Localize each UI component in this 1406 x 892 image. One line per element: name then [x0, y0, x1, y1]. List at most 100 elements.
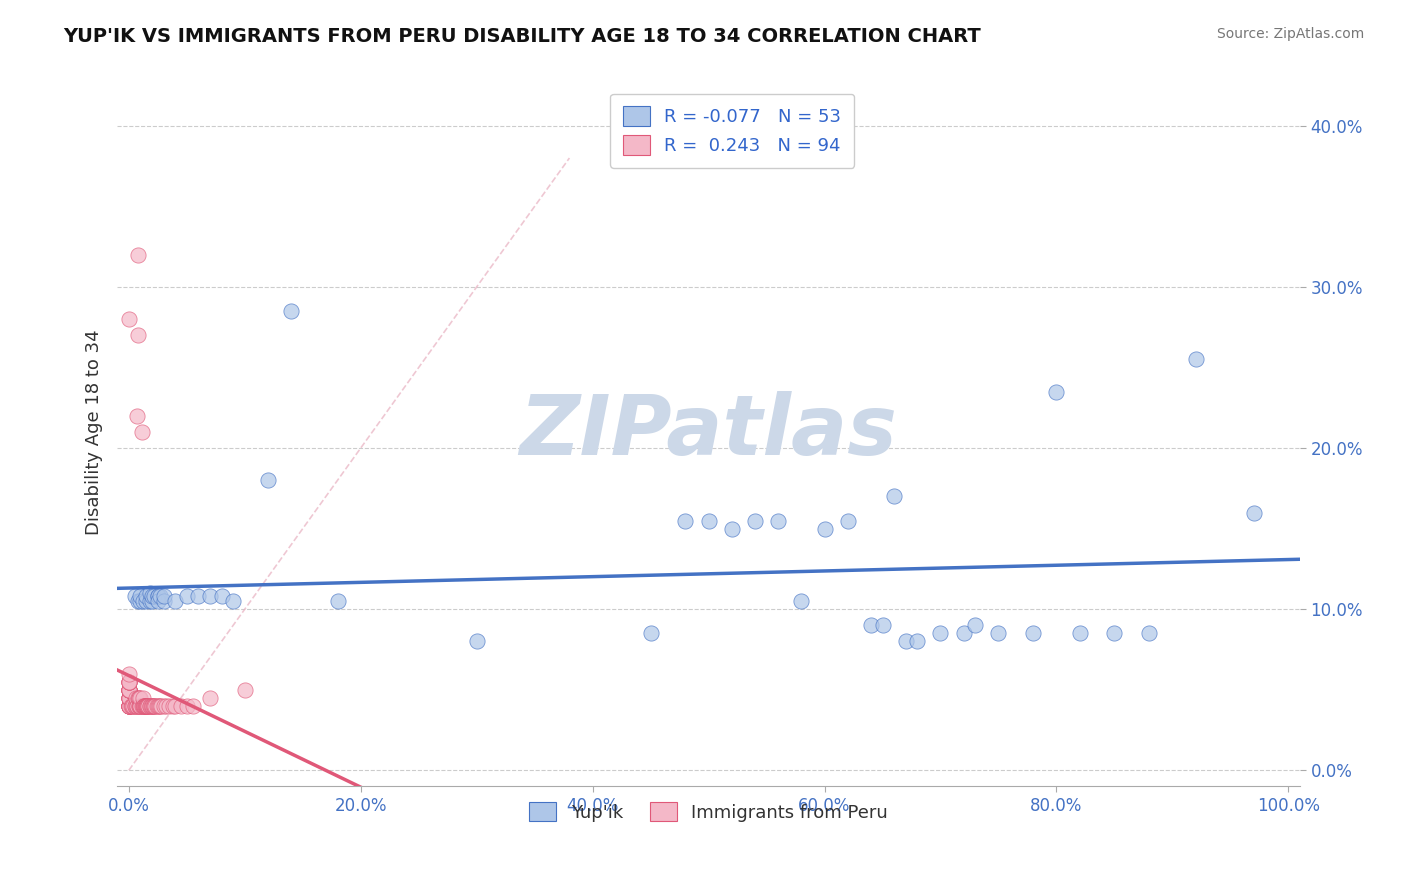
Point	[131, 690, 153, 705]
Point	[146, 698, 169, 713]
Point	[129, 594, 152, 608]
Point	[145, 698, 167, 713]
Point	[141, 594, 163, 608]
Point	[135, 698, 157, 713]
Point	[894, 634, 917, 648]
Point	[129, 590, 152, 604]
Point	[138, 698, 160, 713]
Point	[136, 698, 159, 713]
Point	[138, 698, 160, 713]
Point	[176, 698, 198, 713]
Point	[1022, 626, 1045, 640]
Point	[152, 590, 174, 604]
Point	[118, 690, 141, 705]
Point	[905, 634, 928, 648]
Point	[146, 590, 169, 604]
Point	[118, 674, 141, 689]
Point	[118, 698, 141, 713]
Point	[326, 594, 349, 608]
Point	[135, 590, 157, 604]
Point	[141, 590, 163, 604]
Point	[125, 698, 148, 713]
Point	[131, 698, 153, 713]
Point	[138, 594, 160, 608]
Point	[148, 698, 170, 713]
Point	[118, 698, 141, 713]
Point	[744, 514, 766, 528]
Point	[118, 690, 141, 705]
Point	[766, 514, 789, 528]
Point	[987, 626, 1010, 640]
Point	[131, 698, 153, 713]
Text: Source: ZipAtlas.com: Source: ZipAtlas.com	[1216, 27, 1364, 41]
Point	[124, 590, 146, 604]
Point	[165, 698, 187, 713]
Point	[257, 473, 280, 487]
Point	[118, 698, 141, 713]
Point	[138, 698, 160, 713]
Point	[118, 682, 141, 697]
Point	[1137, 626, 1160, 640]
Point	[118, 674, 141, 689]
Point	[132, 698, 155, 713]
Point	[131, 698, 153, 713]
Point	[141, 698, 163, 713]
Point	[122, 698, 145, 713]
Point	[118, 690, 141, 705]
Point	[952, 626, 974, 640]
Point	[929, 626, 952, 640]
Point	[118, 690, 141, 705]
Point	[124, 698, 146, 713]
Point	[129, 698, 152, 713]
Point	[125, 690, 148, 705]
Point	[872, 618, 894, 632]
Point	[118, 682, 141, 697]
Point	[211, 590, 233, 604]
Y-axis label: Disability Age 18 to 34: Disability Age 18 to 34	[86, 329, 103, 535]
Point	[134, 698, 156, 713]
Point	[198, 690, 221, 705]
Point	[170, 698, 193, 713]
Point	[697, 514, 720, 528]
Point	[1045, 384, 1067, 399]
Point	[149, 590, 172, 604]
Point	[127, 328, 149, 343]
Point	[124, 698, 146, 713]
Point	[465, 634, 488, 648]
Point	[1184, 352, 1206, 367]
Point	[673, 514, 696, 528]
Point	[233, 682, 256, 697]
Point	[118, 674, 141, 689]
Point	[118, 690, 141, 705]
Point	[127, 594, 149, 608]
Point	[146, 590, 169, 604]
Point	[121, 698, 143, 713]
Point	[1069, 626, 1091, 640]
Point	[118, 674, 141, 689]
Point	[176, 590, 198, 604]
Point	[150, 698, 173, 713]
Point	[135, 594, 157, 608]
Point	[149, 698, 172, 713]
Point	[118, 682, 141, 697]
Point	[128, 690, 150, 705]
Point	[135, 698, 157, 713]
Point	[640, 626, 662, 640]
Point	[181, 698, 204, 713]
Point	[139, 698, 162, 713]
Point	[813, 522, 835, 536]
Text: YUP'IK VS IMMIGRANTS FROM PERU DISABILITY AGE 18 TO 34 CORRELATION CHART: YUP'IK VS IMMIGRANTS FROM PERU DISABILIT…	[63, 27, 981, 45]
Point	[127, 248, 149, 262]
Point	[135, 698, 157, 713]
Point	[118, 682, 141, 697]
Point	[118, 682, 141, 697]
Legend: Yup'ik, Immigrants from Peru: Yup'ik, Immigrants from Peru	[516, 789, 901, 834]
Point	[118, 698, 141, 713]
Point	[129, 698, 152, 713]
Point	[118, 698, 141, 713]
Point	[859, 618, 882, 632]
Point	[118, 682, 141, 697]
Point	[118, 682, 141, 697]
Point	[118, 690, 141, 705]
Point	[165, 594, 187, 608]
